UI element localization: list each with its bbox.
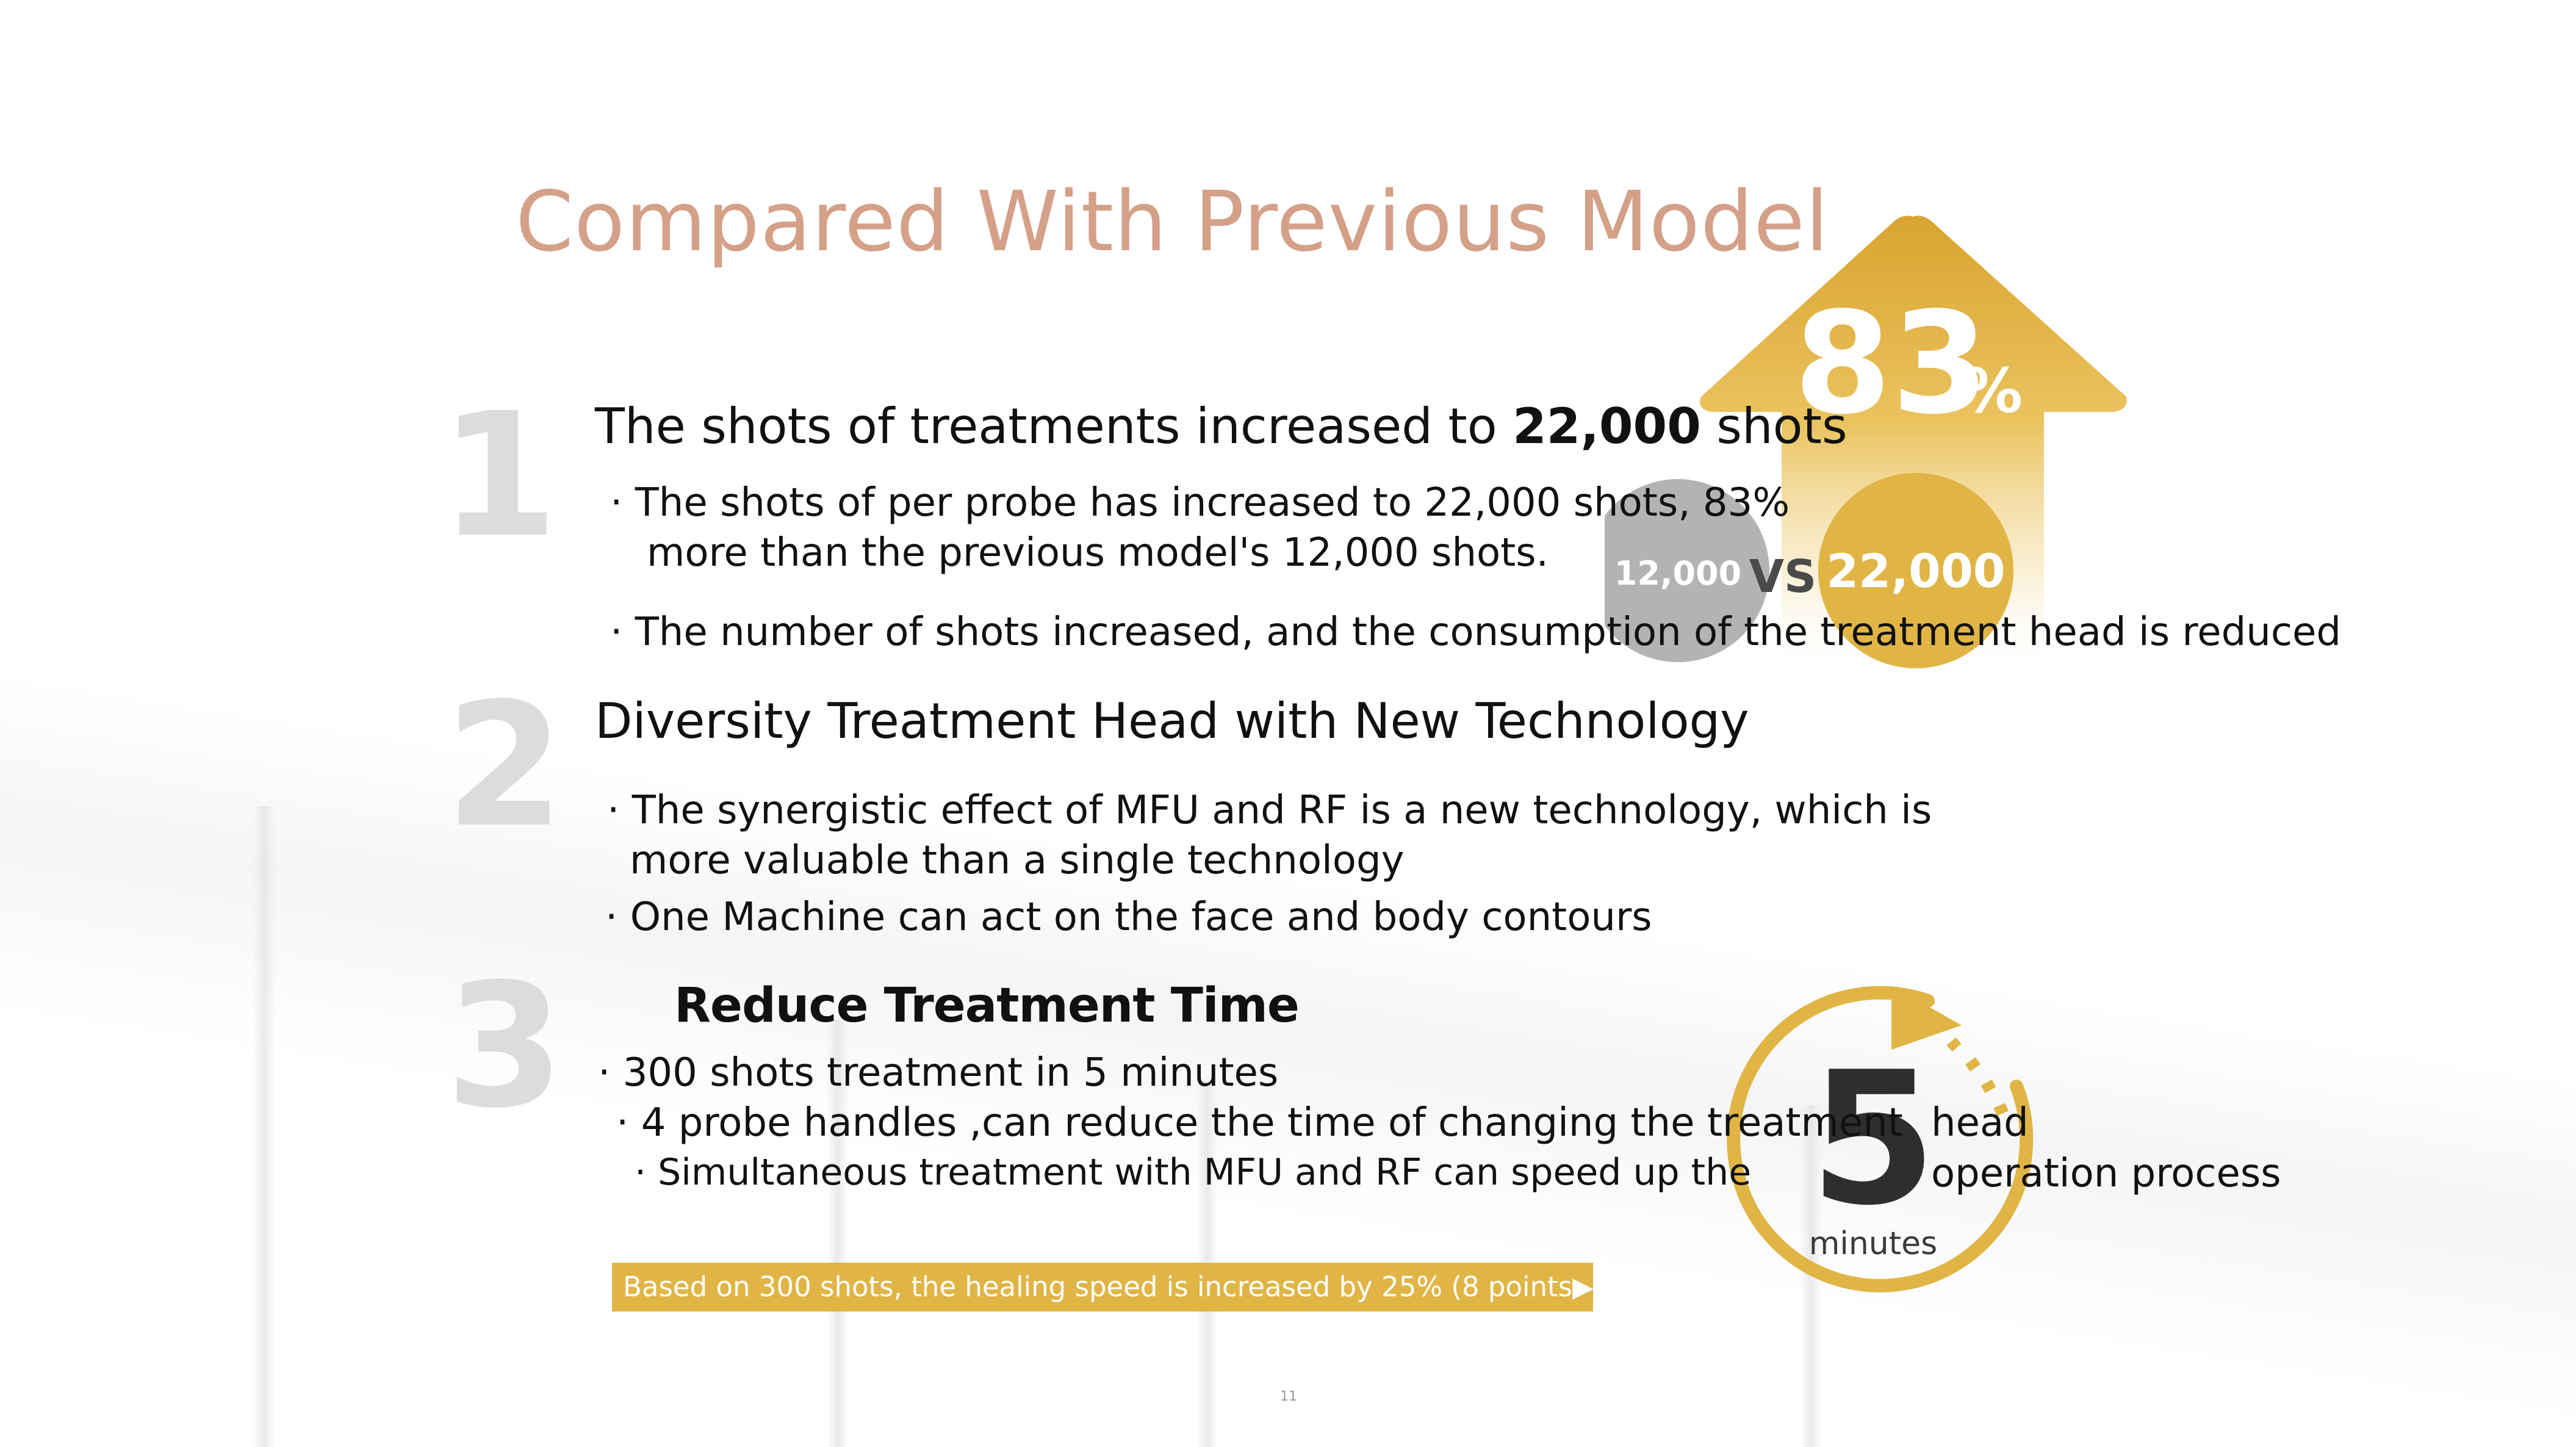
percent-sign: % — [1962, 355, 2023, 427]
timer-arrowhead — [1891, 986, 1962, 1050]
section-1-heading: The shots of treatments increased to 22,… — [595, 398, 1847, 455]
shots-comparison: 12,000 VS 22,000 — [1605, 473, 2013, 668]
section-2-heading: Diversity Treatment Head with New Techno… — [595, 693, 1749, 749]
section-1-bullet-2: · The number of shots increased, and the… — [610, 610, 2342, 655]
percent-value: 83 — [1794, 283, 1989, 446]
section-1-heading-text: The shots of treatments increased to — [595, 398, 1513, 455]
section-2-bullet-1-cont: more valuable than a single technology — [630, 838, 1405, 883]
section-2-bullet-2: · One Machine can act on the face and bo… — [605, 895, 1652, 940]
vs-label: VS — [1749, 550, 1817, 603]
old-value-circle — [1605, 479, 1769, 662]
arrow-shape — [1700, 215, 2127, 677]
section-1-bullet-1: · The shots of per probe has increased t… — [610, 480, 1790, 525]
background-band — [0, 641, 2576, 1446]
section-3-bullet-2: · 4 probe handles ,can reduce the time o… — [616, 1100, 1903, 1146]
timer-tick — [1981, 1079, 1996, 1094]
increase-arrow-graphic: 83 % — [1700, 215, 2127, 677]
timer-tick — [1993, 1103, 2009, 1116]
background-pillar — [827, 1020, 849, 1447]
section-1-heading-highlight: 22,000 — [1513, 398, 1701, 455]
section-number-3: 3 — [445, 947, 564, 1146]
section-1-bullet-1-cont: more than the previous model's 12,000 sh… — [647, 530, 1549, 576]
section-3-bullet-3: · Simultaneous treatment with MFU and RF… — [635, 1151, 1752, 1194]
new-value-circle — [1818, 473, 2013, 668]
section-3-bullet-1: · 300 shots treatment in 5 minutes — [598, 1050, 1279, 1095]
healing-speed-note: Based on 300 shots, the healing speed is… — [612, 1263, 1714, 1312]
old-value: 12,000 — [1614, 554, 1741, 593]
page-title: Compared With Previous Model — [516, 174, 1829, 270]
section-2-bullet-1: · The synergistic effect of MFU and RF i… — [607, 788, 1932, 833]
page-number: 11 — [1280, 1389, 1297, 1404]
section-3-heading: Reduce Treatment Time — [674, 978, 1300, 1033]
timer-graphic: 5 minutes — [1727, 986, 2034, 1293]
section-3-bullet-3-end: operation process — [1931, 1151, 2281, 1196]
new-value: 22,000 — [1826, 544, 2005, 598]
section-number-2: 2 — [445, 666, 564, 865]
timer-value: 5 — [1810, 1033, 1937, 1246]
timer-unit: minutes — [1809, 1225, 1938, 1262]
timer-tick — [1946, 1037, 1962, 1052]
section-1-heading-suffix: shots — [1700, 398, 1847, 455]
timer-ring — [1727, 986, 2034, 1293]
section-3-bullet-2-end: head — [1931, 1100, 2029, 1146]
background-pillar — [253, 806, 275, 1447]
section-number-1: 1 — [439, 377, 558, 576]
timer-tick — [1965, 1057, 1981, 1072]
